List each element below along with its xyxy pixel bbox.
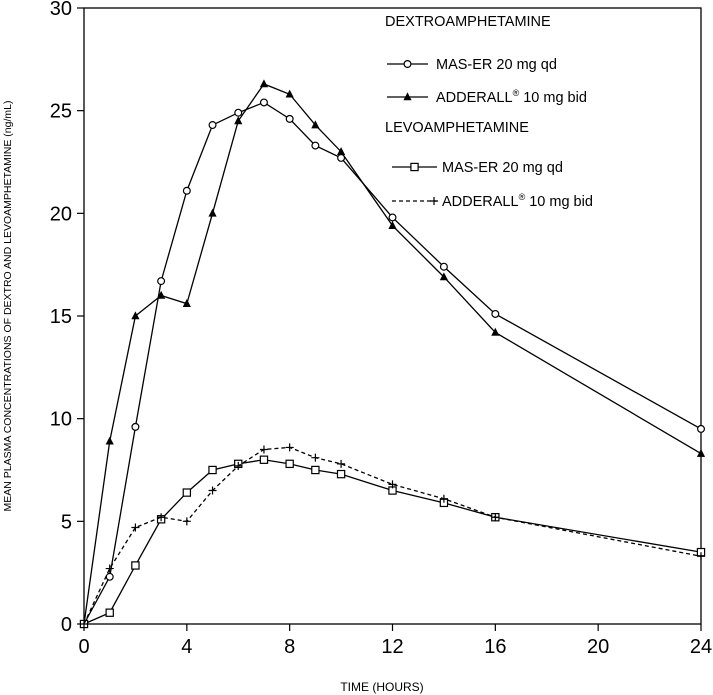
data-point-circle <box>157 277 166 286</box>
data-point-plus <box>311 453 320 462</box>
data-point-circle <box>259 98 268 107</box>
series-3 <box>80 443 705 628</box>
x-tick-label: 4 <box>181 636 192 658</box>
legend-label-tail: 10 mg bid <box>519 90 587 106</box>
data-point-square <box>131 561 140 570</box>
data-point-plus <box>80 620 88 628</box>
data-point-circle <box>439 262 448 271</box>
data-point-triangle <box>439 272 449 281</box>
axes: 0 4 8 12 16 20 24 0 5 10 15 20 25 30 <box>50 0 712 658</box>
data-point-triangle <box>491 327 500 336</box>
data-point-circle <box>105 572 114 581</box>
legend: DEXTROAMPHETAMINE MAS-ER 20 mg qd ADDERALL… <box>385 14 593 210</box>
x-tick-label: 16 <box>484 636 506 658</box>
data-point-plus <box>208 486 217 495</box>
series-1 <box>79 79 706 628</box>
y-axis-label: MEAN PLASMA CONCENTRATIONS OF DEXTRO AND… <box>2 101 14 512</box>
data-point-circle <box>131 422 140 431</box>
data-point-plus <box>337 459 346 468</box>
data-point-circle <box>182 186 191 195</box>
data-point-triangle <box>105 436 114 445</box>
data-point-plus <box>131 523 140 532</box>
data-point-plus <box>388 480 397 489</box>
x-tick-label: 20 <box>587 636 609 658</box>
data-point-plus <box>491 513 500 522</box>
legend-label-tail: 10 mg bid <box>525 194 593 210</box>
legend-registered-mark: ® <box>519 192 526 202</box>
data-point-square <box>182 488 192 497</box>
x-tick-label: 12 <box>381 636 403 658</box>
plot-frame <box>83 7 702 625</box>
data-point-square <box>336 469 346 479</box>
data-point-plus <box>697 552 705 561</box>
data-point-triangle <box>388 220 397 229</box>
data-point-square <box>208 465 217 475</box>
y-tick-label: 10 <box>50 409 72 431</box>
data-point-triangle <box>285 89 294 98</box>
series-line <box>83 101 702 625</box>
data-point-triangle <box>696 448 706 457</box>
data-point-plus <box>105 564 114 573</box>
data-point-triangle <box>208 208 217 217</box>
data-point-plus <box>234 461 243 470</box>
y-tick-label: 20 <box>50 203 72 225</box>
data-point-plus <box>430 197 438 205</box>
data-point-circle <box>208 121 217 130</box>
data-point-plus <box>182 517 191 526</box>
legend-group-title: DEXTROAMPHETAMINE <box>385 14 551 30</box>
y-tick-label: 30 <box>50 0 72 20</box>
data-point-circle <box>311 141 320 150</box>
data-point-square <box>311 465 320 475</box>
legend-label: MAS-ER 20 mg qd <box>442 160 563 176</box>
x-tick-label: 8 <box>284 636 295 658</box>
data-point-square <box>285 459 294 469</box>
y-tick-label: 15 <box>50 306 72 328</box>
data-point-square <box>259 455 269 464</box>
data-point-circle <box>696 424 705 433</box>
x-axis-label: TIME (HOURS) <box>340 680 423 694</box>
data-point-triangle <box>131 311 140 320</box>
data-point-plus <box>439 494 448 503</box>
data-point-square <box>410 162 419 172</box>
x-tick-label: 24 <box>690 636 712 658</box>
data-point-plus <box>259 445 268 454</box>
legend-registered-mark: ® <box>513 88 520 98</box>
legend-label: MAS-ER 20 mg qd <box>436 57 557 73</box>
data-point-triangle <box>259 79 269 88</box>
legend-label: ADDERALL® 10 mg bid <box>436 88 587 106</box>
data-point-circle <box>491 309 500 318</box>
data-point-plus <box>157 513 166 522</box>
y-tick-label: 5 <box>61 511 72 533</box>
series-line <box>83 446 702 625</box>
series-line <box>83 83 702 625</box>
data-point-triangle <box>157 290 166 299</box>
legend-group-title: LEVOAMPHETAMINE <box>385 120 529 136</box>
data-point-circle <box>388 213 397 222</box>
data-point-square <box>105 608 114 617</box>
data-point-triangle <box>234 116 243 125</box>
data-point-circle <box>285 114 294 123</box>
data-point-plus <box>285 443 294 452</box>
y-tick-label: 0 <box>61 614 72 636</box>
x-tick-label: 0 <box>78 636 89 658</box>
data-point-triangle <box>403 92 412 101</box>
series-layer <box>79 79 706 629</box>
legend-label: ADDERALL® 10 mg bid <box>442 192 593 210</box>
y-tick-label: 25 <box>50 101 72 123</box>
data-point-triangle <box>311 120 320 129</box>
data-point-circle <box>403 59 412 68</box>
series-0 <box>79 98 705 628</box>
data-point-circle <box>234 108 243 117</box>
data-point-triangle <box>336 147 346 156</box>
data-point-triangle <box>182 299 191 307</box>
